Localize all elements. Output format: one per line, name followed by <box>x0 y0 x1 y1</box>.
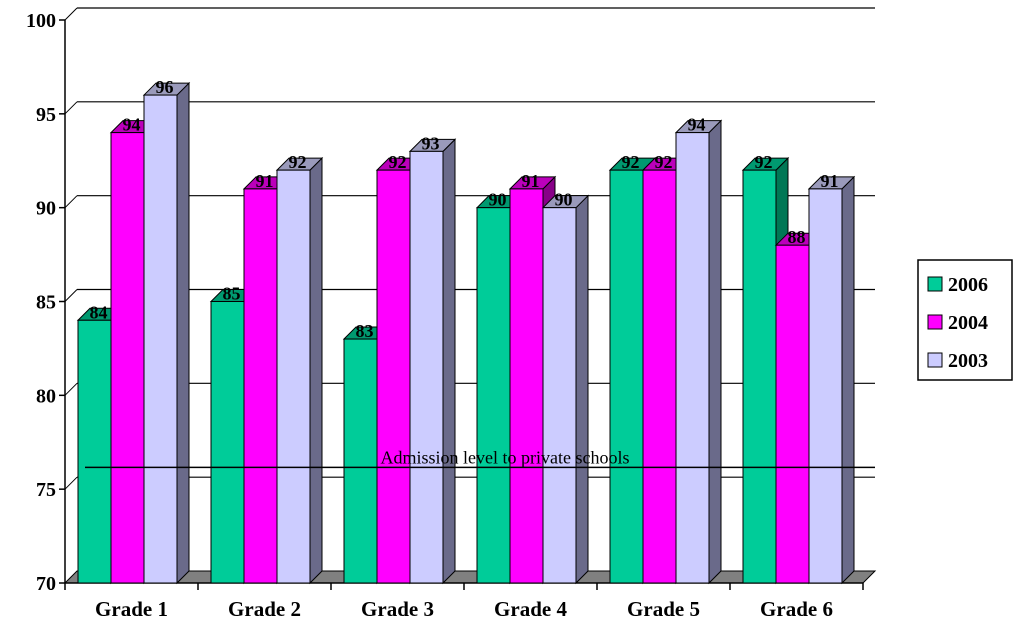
bar-2006 <box>742 169 777 584</box>
y-tick-label: 85 <box>36 292 56 314</box>
data-label: 94 <box>688 115 706 135</box>
data-label: 90 <box>489 190 507 210</box>
data-label: 84 <box>90 302 108 322</box>
x-category-label: Grade 2 <box>228 597 301 621</box>
data-label: 93 <box>422 133 440 153</box>
bar-side-2003 <box>309 156 323 585</box>
bar-2004 <box>376 169 411 584</box>
x-category-label: Grade 3 <box>361 597 434 621</box>
data-label: 88 <box>788 227 806 247</box>
data-label: 92 <box>755 152 773 172</box>
y-tick-label: 90 <box>36 198 56 220</box>
bar-side-2003 <box>176 81 190 585</box>
x-category-label: Grade 5 <box>627 597 700 621</box>
bar-2003 <box>276 169 311 584</box>
bar-2006 <box>343 338 378 584</box>
gridline-connector <box>64 101 78 115</box>
x-category-label: Grade 1 <box>95 597 168 621</box>
bar-2006 <box>210 301 245 584</box>
gridline-connector <box>64 195 78 209</box>
y-tick-label: 75 <box>36 479 56 501</box>
legend-swatch-2006 <box>927 276 943 292</box>
data-label: 92 <box>655 152 673 172</box>
admission-level-annotation: Admission level to private schools <box>381 447 630 467</box>
bar-2004 <box>110 132 145 584</box>
bar-side-2003 <box>442 138 456 585</box>
bar-2003 <box>542 207 577 584</box>
legend-label: 2003 <box>948 350 988 372</box>
y-tick-label: 95 <box>36 104 56 126</box>
bar-2003 <box>808 188 843 584</box>
bar-2004 <box>775 244 810 584</box>
data-label: 91 <box>256 171 274 191</box>
bar-2006 <box>77 319 112 584</box>
gridline-connector <box>64 476 78 490</box>
gridline-connector <box>64 289 78 302</box>
bar-2006 <box>476 207 511 584</box>
bar-2006 <box>609 169 644 584</box>
bar-side-2003 <box>575 194 589 585</box>
bar-side-2003 <box>841 175 855 585</box>
bar-2004 <box>642 169 677 584</box>
bar-2004 <box>243 188 278 584</box>
x-category-label: Grade 4 <box>494 597 567 621</box>
bar-2003 <box>143 94 178 584</box>
legend-swatch-2004 <box>927 314 943 330</box>
y-tick-label: 80 <box>36 385 56 407</box>
legend-label: 2006 <box>948 274 988 296</box>
data-label: 92 <box>389 152 407 172</box>
x-category-label: Grade 6 <box>760 597 833 621</box>
data-label: 96 <box>156 77 174 97</box>
legend-label: 2004 <box>948 312 988 334</box>
legend-swatch-2003 <box>927 352 943 368</box>
y-tick-label: 100 <box>26 10 56 32</box>
data-label: 83 <box>356 321 374 341</box>
bar-2003 <box>675 132 710 584</box>
data-label: 92 <box>622 152 640 172</box>
gridline-connector <box>64 382 78 396</box>
data-label: 92 <box>289 152 307 172</box>
gridline-connector <box>64 7 78 21</box>
bar-side-2003 <box>708 119 722 585</box>
bar-2004 <box>509 188 544 584</box>
data-label: 85 <box>223 284 241 304</box>
bar-2003 <box>409 150 444 584</box>
y-tick-label: 70 <box>36 573 56 595</box>
data-label: 90 <box>555 190 573 210</box>
data-label: 94 <box>123 115 141 135</box>
data-label: 91 <box>821 171 839 191</box>
data-label: 91 <box>522 171 540 191</box>
